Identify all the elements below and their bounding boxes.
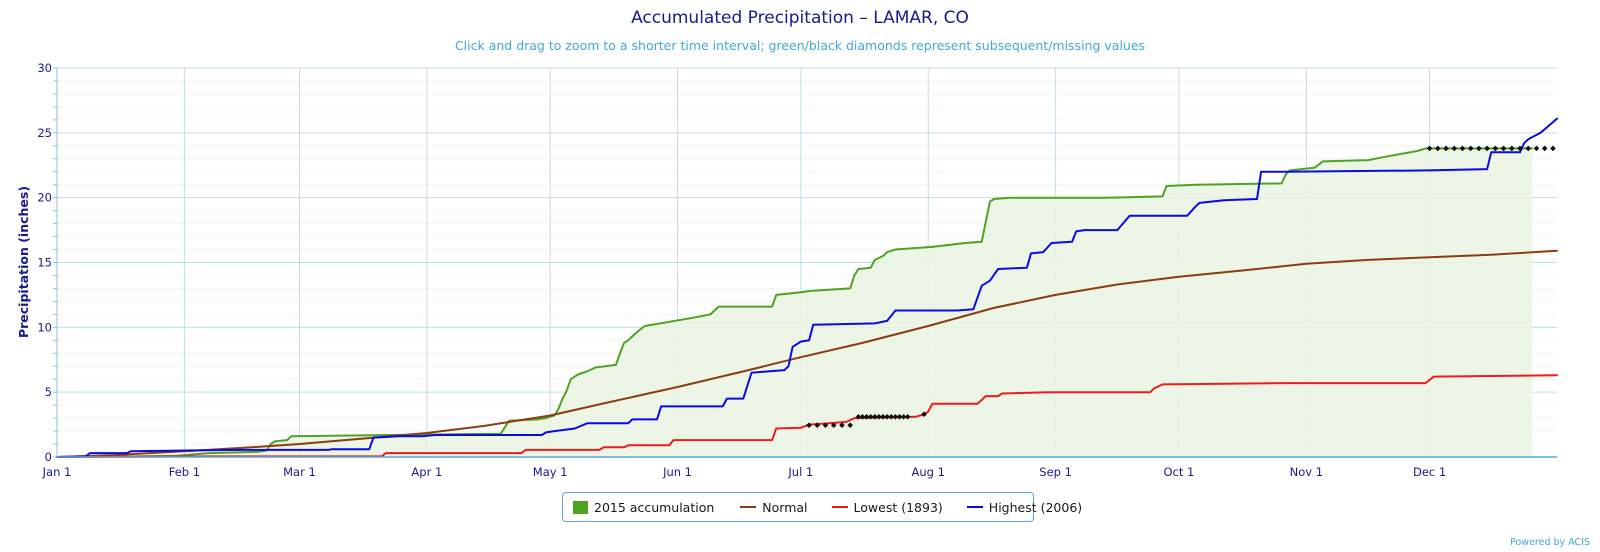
x-tick-label: Sep 1 [1039, 465, 1072, 479]
x-tick-label: Feb 1 [169, 465, 200, 479]
legend-swatch-normal [740, 506, 757, 508]
y-tick-label: 15 [37, 256, 52, 270]
series-line-highest-2006[interactable] [56, 117, 1558, 458]
y-tick-label: 30 [37, 61, 52, 75]
legend-label-normal: Normal [762, 499, 808, 515]
missing-value-diamond [859, 414, 866, 420]
missing-value-diamond [1459, 145, 1466, 152]
missing-value-diamond [867, 414, 874, 420]
missing-value-diamond [1426, 145, 1433, 152]
missing-value-diamond [806, 422, 812, 429]
missing-value-diamond [814, 422, 821, 429]
x-tick-label: Jun 1 [662, 465, 692, 479]
series-layer[interactable] [56, 117, 1558, 458]
y-tick-label: 0 [45, 450, 52, 464]
legend-label-2015: 2015 accumulation [594, 499, 715, 515]
series-area-2015-accumulation [57, 148, 1533, 457]
x-tick-label: May 1 [533, 465, 568, 479]
missing-value-diamond [1525, 145, 1532, 152]
missing-value-diamond [855, 414, 862, 420]
missing-value-diamond [1476, 145, 1482, 152]
missing-value-diamond [888, 414, 895, 420]
x-tick-label: Mar 1 [283, 465, 316, 479]
missing-value-diamond [1435, 145, 1441, 152]
missing-value-diamond [1541, 145, 1548, 152]
x-tick-label: Oct 1 [1163, 465, 1194, 479]
y-tick-label: 5 [45, 385, 52, 399]
missing-value-diamond [1517, 145, 1523, 152]
x-tick-label: Jan 1 [42, 465, 72, 479]
missing-value-diamond [900, 414, 907, 420]
legend-label-highest: Highest (2006) [988, 499, 1083, 515]
legend-item-highest[interactable]: Highest (2006) [966, 499, 1083, 515]
missing-value-diamond [896, 414, 903, 420]
missing-value-diamond [1500, 145, 1507, 152]
missing-value-diamond [1533, 145, 1540, 152]
legend-swatch-lowest [831, 506, 848, 508]
missing-value-diamond [863, 414, 870, 420]
legend-item-2015-accumulation[interactable]: 2015 accumulation [573, 500, 714, 515]
missing-value-diamond [1451, 145, 1458, 152]
legend-label-lowest: Lowest (1893) [853, 499, 943, 515]
missing-value-diamond [1443, 145, 1449, 152]
missing-value-diamond [839, 422, 845, 429]
series-line-lowest-1893[interactable] [56, 374, 1558, 458]
series-line-normal[interactable] [56, 249, 1558, 458]
powered-by-credit[interactable]: Powered by ACIS [1510, 537, 1590, 548]
y-tick-label: 25 [37, 126, 52, 140]
missing-value-diamond [892, 414, 899, 420]
x-tick-label: Apr 1 [411, 465, 442, 479]
legend-item-lowest[interactable]: Lowest (1893) [831, 499, 943, 515]
y-tick-label: 10 [37, 320, 52, 334]
x-tick-label: Nov 1 [1290, 465, 1323, 479]
chart-legend: 2015 accumulation Normal Lowest (1893) H… [562, 492, 1082, 522]
missing-value-markers [806, 145, 1556, 429]
missing-value-diamond [830, 422, 837, 429]
missing-value-diamond [921, 411, 927, 418]
y-tick-label: 20 [37, 191, 52, 205]
missing-value-diamond [872, 414, 878, 420]
missing-value-diamond [880, 414, 886, 420]
x-tick-label: Dec 1 [1413, 465, 1446, 479]
chart-title: Accumulated Precipitation – LAMAR, CO [631, 8, 969, 28]
axis-layer: 0 5 10 15 20 25 30 Jan 1 Feb 1 Mar 1 Apr 1 May 1 Jun… [37, 61, 1557, 479]
missing-value-diamond [1467, 145, 1474, 152]
missing-value-diamond [1492, 145, 1499, 152]
legend-swatch-highest [966, 506, 983, 508]
missing-value-diamond [904, 414, 911, 420]
y-axis-label: Precipitation (inches) [16, 186, 31, 338]
missing-value-diamond [847, 422, 853, 429]
x-tick-label: Aug 1 [912, 465, 945, 479]
missing-value-diamond [884, 414, 890, 420]
chart-subtitle: Click and drag to zoom to a shorter time… [455, 38, 1145, 53]
legend-item-normal[interactable]: Normal [740, 499, 808, 515]
missing-value-diamond [1484, 145, 1490, 152]
missing-value-diamond [822, 422, 829, 429]
missing-value-diamond [1508, 145, 1515, 152]
legend-swatch-2015 [573, 500, 588, 514]
series-line-2015-accumulation[interactable] [56, 147, 1534, 458]
x-tick-label: Jul 1 [787, 465, 813, 479]
missing-value-diamond [876, 414, 882, 420]
missing-value-diamond [1550, 145, 1556, 152]
